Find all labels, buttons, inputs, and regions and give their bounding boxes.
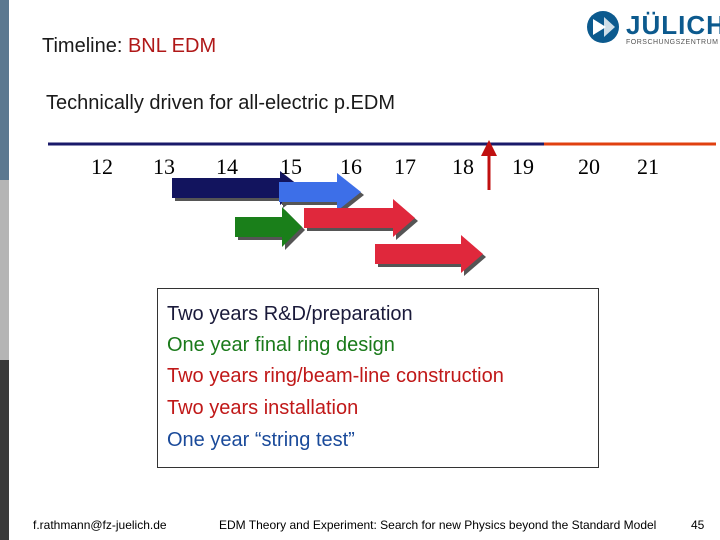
legend-line-rd: Two years R&D/preparation	[167, 303, 413, 325]
legend-line-ring-design: One year final ring design	[167, 334, 395, 356]
year-label: 12	[91, 154, 113, 179]
arrow-construction-continued	[304, 199, 418, 240]
year-label: 18	[452, 154, 474, 179]
page-number: 45	[691, 518, 705, 532]
arrow-ring-construction	[235, 207, 305, 250]
year-label: 16	[340, 154, 362, 179]
footer-title: EDM Theory and Experiment: Search for ne…	[219, 518, 657, 532]
logo-subtitle: FORSCHUNGSZENTRUM	[626, 39, 719, 46]
side-bar-bottom	[0, 360, 9, 540]
arrow-final-ring-design	[279, 173, 364, 214]
legend-line-string-test: One year “string test”	[167, 429, 355, 451]
year-label: 17	[394, 154, 416, 179]
year-label: 15	[280, 154, 302, 179]
title-prefix: Timeline:	[42, 35, 128, 57]
side-bar-middle	[0, 180, 9, 360]
legend-line-construction: Two years ring/beam-line construction	[167, 365, 504, 387]
year-label: 20	[578, 154, 600, 179]
logo-wordmark: JÜLICH	[626, 10, 720, 40]
slide-title: Timeline: BNL EDM	[42, 35, 216, 58]
slide-subtitle: Technically driven for all-electric p.ED…	[46, 92, 396, 114]
timeline-graphic	[48, 140, 716, 276]
year-label: 14	[216, 154, 238, 179]
year-label: 19	[512, 154, 534, 179]
current-marker-head	[481, 140, 497, 156]
title-accent: BNL EDM	[127, 35, 217, 57]
juelich-logo: JÜLICH FORSCHUNGSZENTRUM	[584, 8, 720, 52]
year-label: 13	[153, 154, 175, 179]
footer-email: f.rathmann@fz-juelich.de	[33, 518, 167, 532]
side-bar-top	[0, 0, 9, 180]
juelich-logo-icon	[587, 11, 619, 43]
timeline-legend-box: Two years R&D/preparation One year final…	[157, 288, 599, 468]
arrow-installation	[375, 235, 486, 276]
year-label: 21	[637, 154, 659, 179]
legend-line-installation: Two years installation	[167, 397, 359, 419]
